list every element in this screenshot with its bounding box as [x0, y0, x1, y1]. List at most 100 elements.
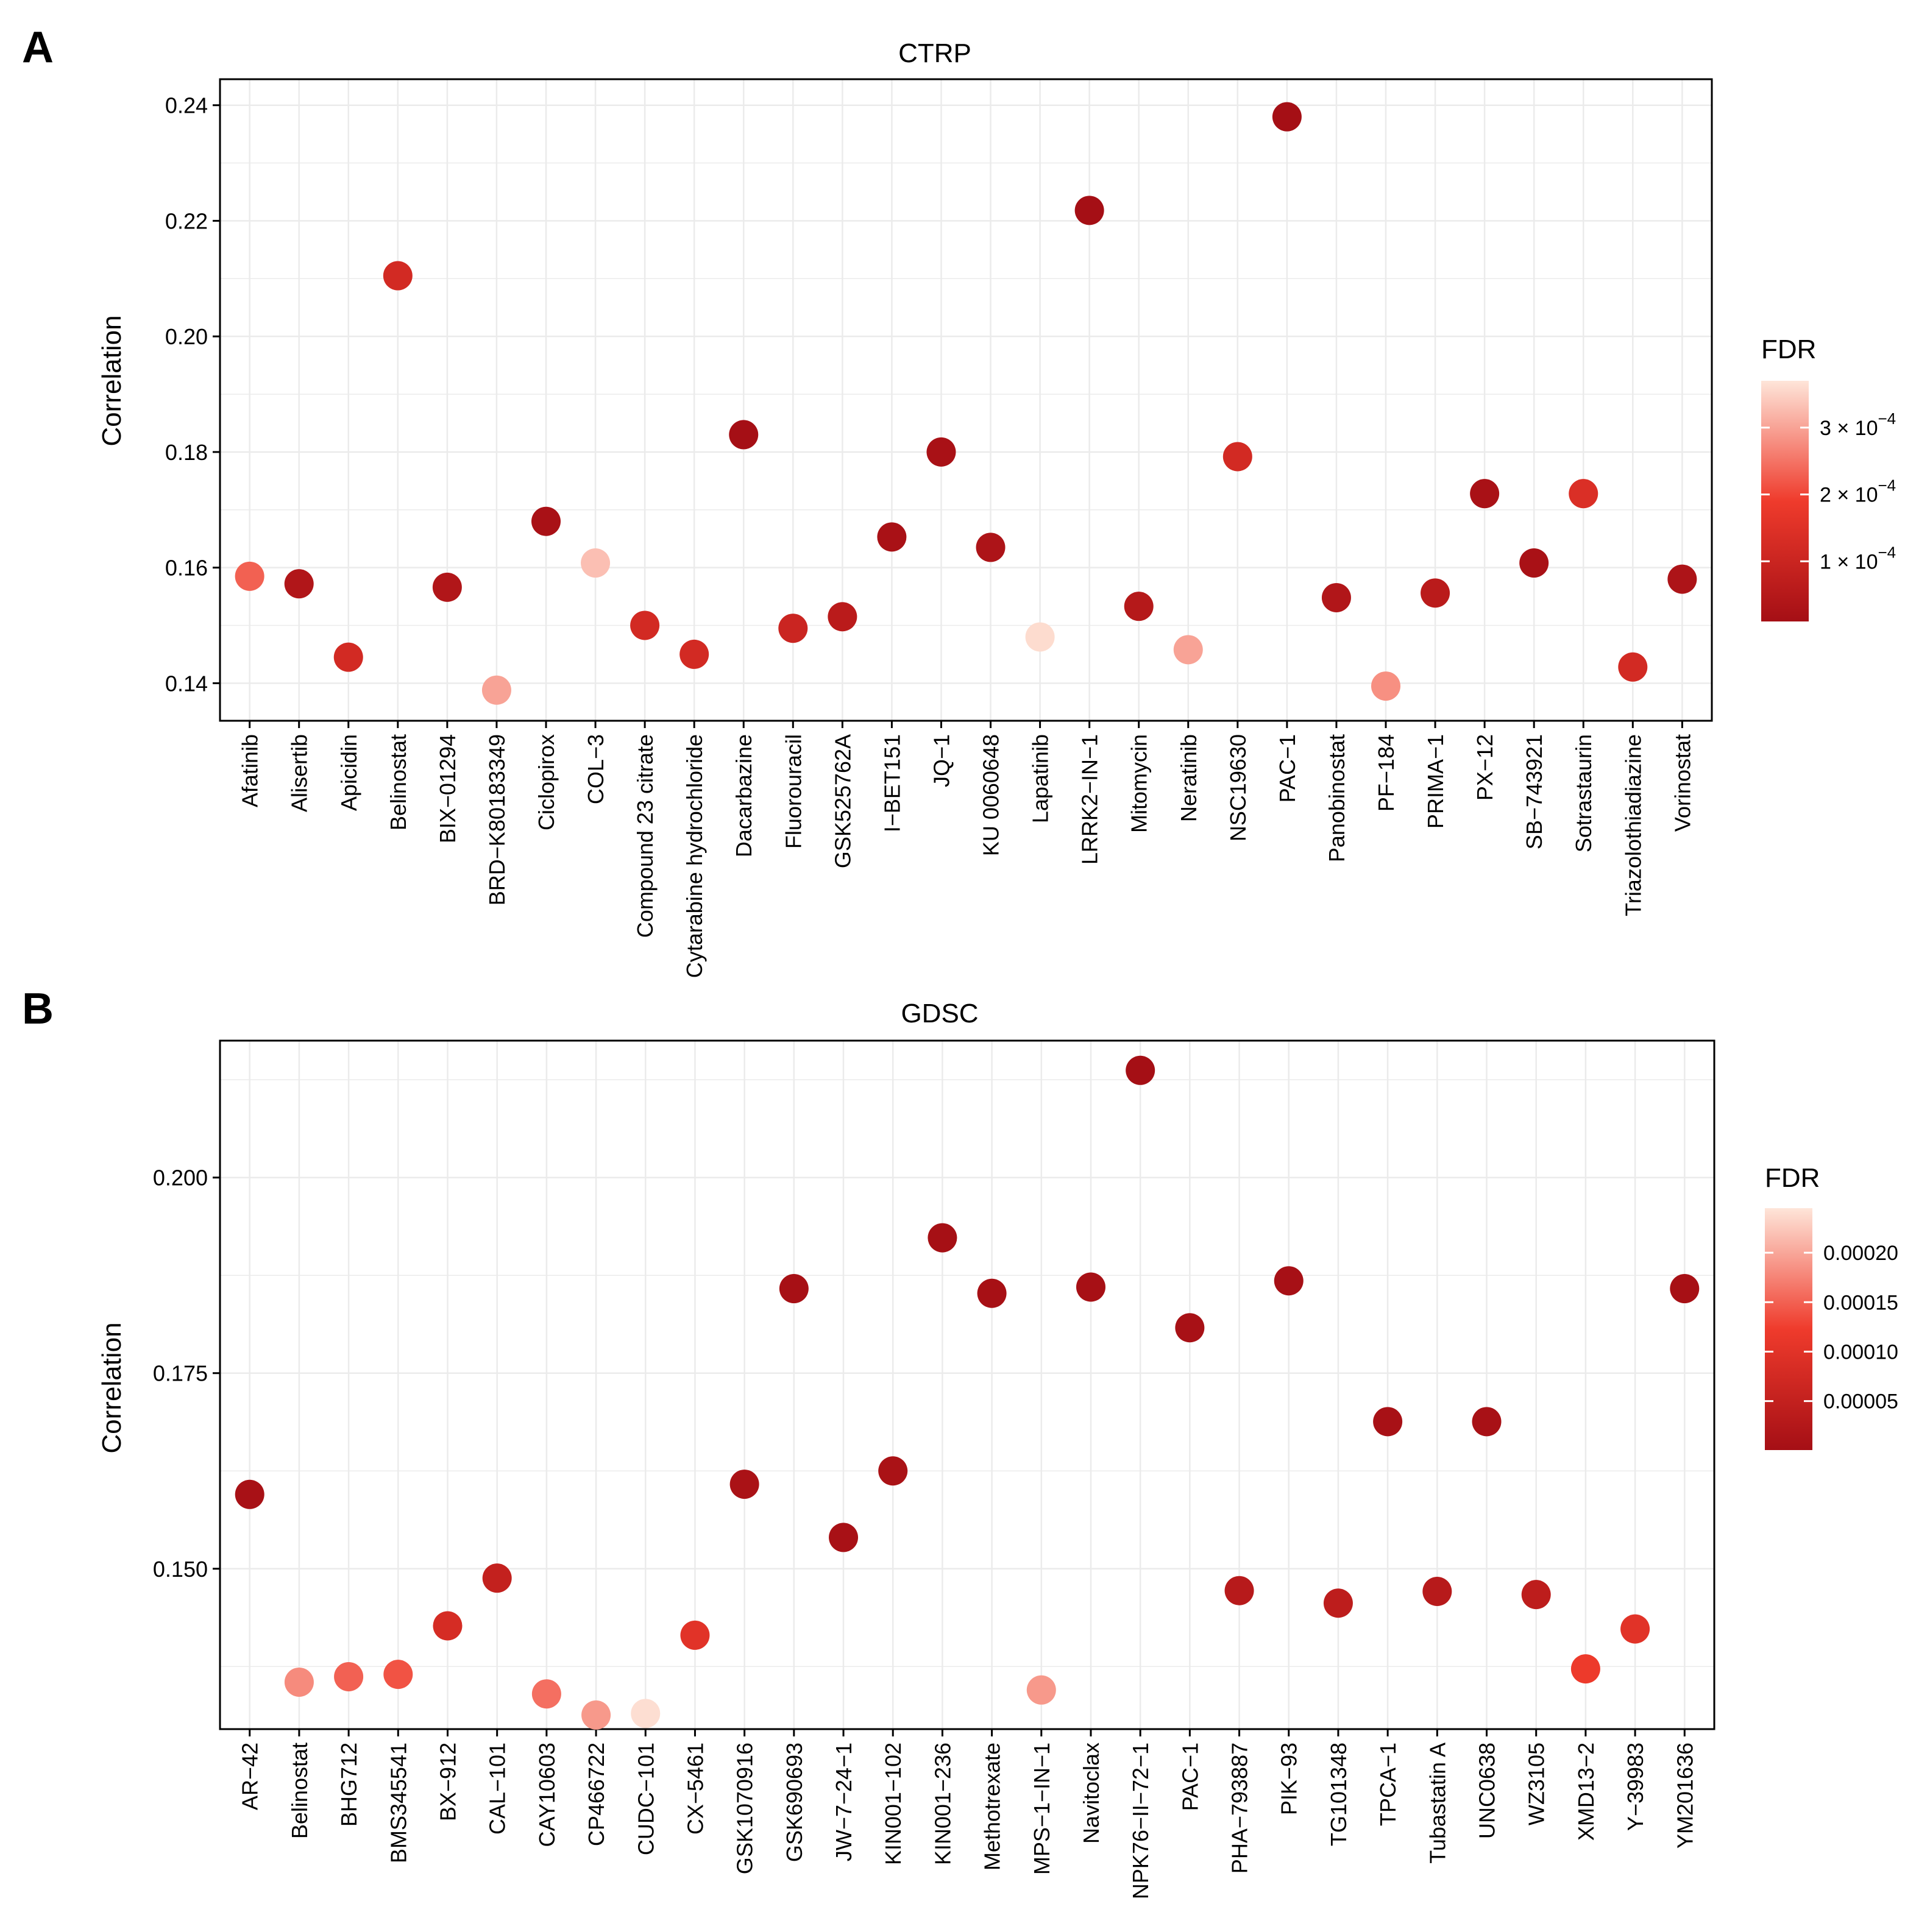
data-point	[679, 639, 709, 669]
data-point	[779, 1274, 809, 1304]
x-tick-label: PX−12	[1472, 734, 1497, 801]
x-tick-label: GSK690693	[782, 1743, 807, 1862]
colorbar-a	[1761, 381, 1809, 621]
data-point	[1570, 1654, 1600, 1684]
legend-tick-exponent: −4	[1878, 543, 1896, 561]
points-b	[235, 1055, 1700, 1730]
x-tick-label: CP466722	[584, 1743, 609, 1846]
legend-ticks-b: 0.00020 0.00015 0.00010 0.00005	[1765, 1242, 1898, 1414]
data-point	[976, 533, 1006, 562]
y-tick-label: 0.175	[153, 1361, 208, 1386]
x-tick-label: Belinostat	[287, 1743, 312, 1839]
x-tick-label: Cytarabine hydrochloride	[682, 734, 707, 978]
plot-area-a	[219, 78, 1713, 722]
x-tick-label: BX−912	[435, 1743, 460, 1821]
data-point	[778, 614, 808, 643]
x-tick-label: Tubastatin A	[1425, 1743, 1450, 1864]
data-point	[1074, 196, 1104, 225]
data-point	[1272, 102, 1302, 132]
y-axis-a: 0.14 0.16 0.18 0.20 0.22 0.24	[165, 93, 220, 696]
data-point	[630, 610, 660, 640]
x-tick-label: XMD13−2	[1573, 1743, 1598, 1841]
y-tick-label: 0.150	[153, 1557, 208, 1582]
x-tick-label: BMS345541	[386, 1743, 411, 1863]
x-tick-label: NSC19630	[1226, 734, 1251, 841]
legend-tick-label: 0.00005	[1823, 1390, 1898, 1414]
legend-title-b: FDR	[1765, 1163, 1820, 1193]
legend-b: FDR 0.00020 0.00015 0.00010 0.00005	[1765, 1163, 1898, 1450]
data-point	[1422, 1577, 1452, 1606]
x-tick-label: Compound 23 citrate	[633, 734, 658, 938]
data-point	[1618, 652, 1648, 682]
x-tick-label: Triazolothiadiazine	[1620, 734, 1645, 916]
x-tick-label: BHG712	[336, 1743, 361, 1827]
x-tick-label: MPS−1−IN−1	[1029, 1743, 1054, 1875]
data-point	[829, 1523, 859, 1552]
legend-tick-label: 0.00010	[1823, 1340, 1898, 1364]
panel-a: A CTRP Correlation 0.140.160.180.200.220…	[22, 23, 1896, 978]
x-tick-label: CX−5461	[683, 1743, 708, 1835]
data-point	[1667, 564, 1697, 594]
data-point	[1373, 1407, 1403, 1437]
data-point	[235, 561, 264, 591]
data-point	[1076, 1272, 1105, 1302]
data-point	[1224, 1576, 1254, 1605]
data-point	[1472, 1407, 1502, 1437]
x-tick-label: Belinostat	[386, 734, 411, 830]
panel-letter-a: A	[22, 23, 54, 72]
x-tick-label: AR−42	[238, 1743, 263, 1810]
data-point	[1175, 1313, 1205, 1343]
legend-tick-exponent: −4	[1878, 476, 1896, 495]
legend-tick-label: 1 × 10−4	[1820, 543, 1896, 573]
x-tick-label: Methotrexate	[980, 1743, 1005, 1870]
data-point	[482, 1563, 512, 1593]
x-tick-label: YM201636	[1672, 1743, 1697, 1849]
x-tick-label: Apicidin	[336, 734, 361, 811]
data-point	[334, 1661, 364, 1691]
x-tick-label: PAC−1	[1275, 734, 1300, 802]
legend-tick-exponent: −4	[1878, 409, 1896, 428]
y-tick-label: 0.22	[165, 208, 208, 233]
x-tick-label: PIK−93	[1277, 1743, 1302, 1815]
x-tick-label: Neratinib	[1176, 734, 1201, 822]
data-point	[1026, 1675, 1056, 1705]
x-tick-label: KU 0060648	[979, 734, 1004, 856]
x-tick-label: Dacarbazine	[731, 734, 756, 857]
data-point	[828, 602, 857, 632]
data-point	[631, 1699, 661, 1729]
data-point	[581, 548, 611, 578]
chart-title-ctrp: CTRP	[898, 38, 971, 68]
x-tick-label: Fluorouracil	[781, 734, 806, 849]
y-tick-label: 0.200	[153, 1166, 208, 1191]
plot-background	[220, 79, 1712, 721]
x-tick-label: PHA−793887	[1227, 1743, 1252, 1874]
data-point	[1670, 1274, 1700, 1304]
data-point	[1124, 592, 1154, 621]
colorbar-b	[1765, 1208, 1812, 1450]
data-point	[1620, 1614, 1650, 1644]
chart-title-gdsc: GDSC	[901, 999, 978, 1028]
x-tick-label: NPK76−II−72−1	[1128, 1743, 1153, 1899]
x-tick-label: PAC−1	[1177, 1743, 1202, 1811]
legend-tick-label: 3 × 10−4	[1820, 409, 1896, 440]
grid-a	[220, 79, 1712, 721]
x-tick-label: Navitoclax	[1079, 1743, 1104, 1844]
data-point	[383, 1660, 413, 1690]
x-tick-label: Sotrastaurin	[1571, 734, 1596, 852]
data-point	[432, 572, 462, 602]
x-tick-label: JQ−1	[929, 734, 954, 787]
x-tick-label: CAL−101	[485, 1743, 510, 1835]
data-point	[729, 420, 759, 450]
x-tick-label: Ciclopirox	[534, 734, 559, 830]
x-tick-label: Y−39983	[1623, 1743, 1648, 1831]
x-tick-label: Afatinib	[238, 734, 263, 807]
y-tick-label: 0.20	[165, 324, 208, 349]
x-tick-label: PRIMA−1	[1423, 734, 1448, 829]
data-point	[531, 506, 561, 536]
y-tick-label: 0.18	[165, 440, 208, 465]
y-axis-label-a: Correlation	[97, 315, 127, 446]
x-tick-label: SB−743921	[1522, 734, 1547, 849]
x-tick-label: BRD−K80183349	[484, 734, 509, 905]
x-tick-label: Vorinostat	[1670, 734, 1695, 832]
